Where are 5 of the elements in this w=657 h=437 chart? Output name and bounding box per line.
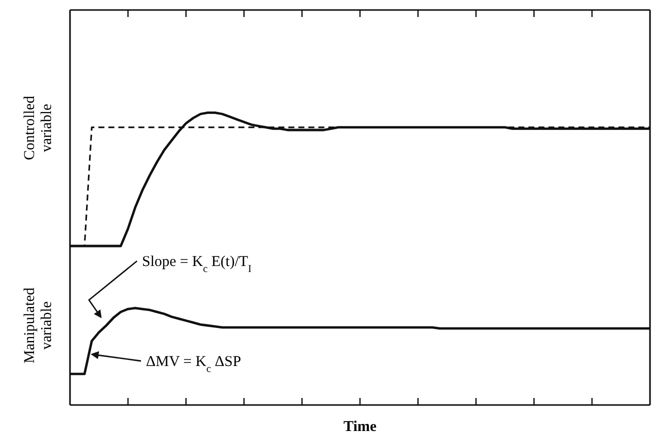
annotation: ΔMV = K$_{c}$ ΔSP: [146, 354, 242, 374]
y-axis-title: Controlled variable: [22, 95, 55, 160]
y-axis-title: Manipulated variable: [22, 287, 55, 364]
x-axis-title: Time: [343, 419, 377, 435]
text: Slope = K$_{c}$ E(t)/T$_{I}$: [142, 254, 252, 274]
